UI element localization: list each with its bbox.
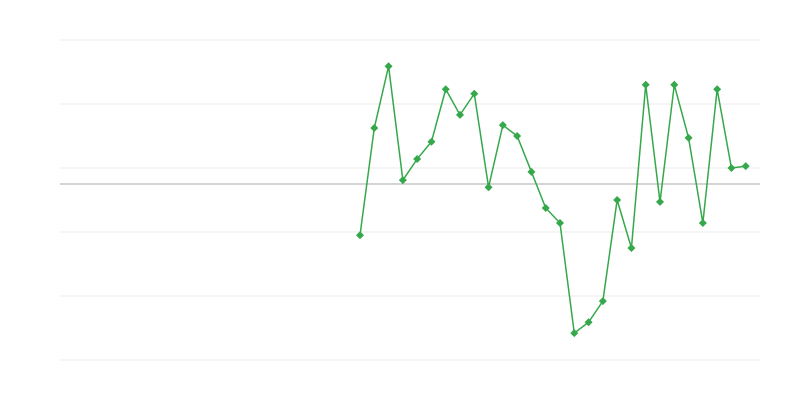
data-point xyxy=(684,133,693,142)
data-point xyxy=(527,167,536,176)
data-point xyxy=(427,137,436,146)
data-point xyxy=(670,80,679,89)
data-point xyxy=(370,124,379,132)
data-point xyxy=(398,176,407,185)
data-point xyxy=(556,219,564,228)
data-point xyxy=(470,89,479,98)
data-point xyxy=(713,85,722,94)
data-point xyxy=(656,197,664,206)
data-point xyxy=(356,231,364,240)
data-point xyxy=(441,85,450,94)
data-point xyxy=(498,121,507,130)
data-point xyxy=(741,162,750,171)
data-point xyxy=(384,62,393,71)
data-point xyxy=(727,164,736,172)
data-point xyxy=(541,204,550,212)
data-point xyxy=(484,183,493,192)
data-point xyxy=(584,318,593,327)
data-point xyxy=(513,132,522,140)
data-point xyxy=(570,329,579,338)
data-line xyxy=(359,66,746,335)
data-point xyxy=(627,244,636,252)
data-point xyxy=(598,297,607,306)
data-point xyxy=(613,196,622,204)
data-point xyxy=(641,80,650,89)
data-point xyxy=(698,219,707,228)
data-point xyxy=(413,155,422,164)
data-point xyxy=(456,110,464,119)
